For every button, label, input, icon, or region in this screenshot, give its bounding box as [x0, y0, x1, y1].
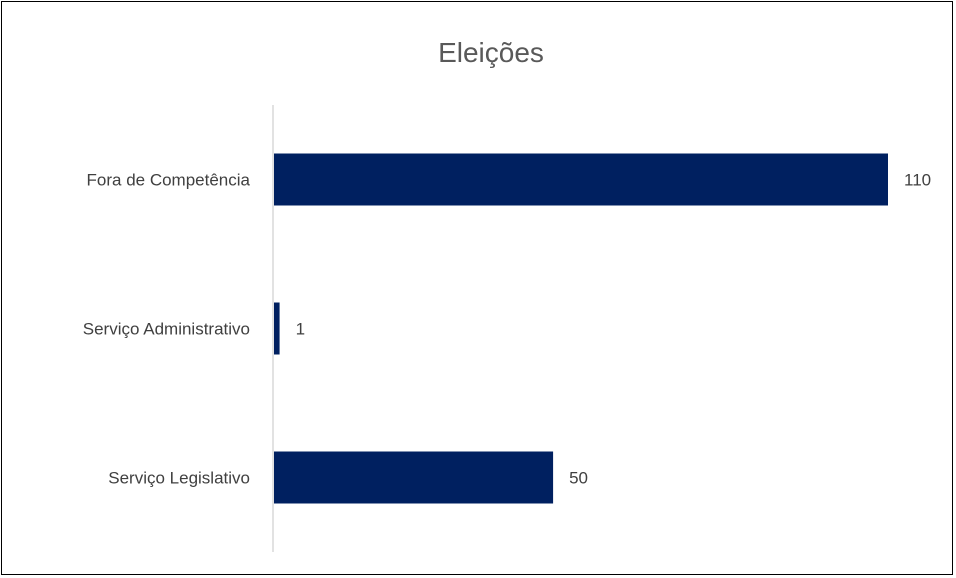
value-label-1: 1: [296, 320, 305, 339]
bars-layer: [274, 153, 888, 504]
category-label-0: Fora de Competência: [87, 171, 251, 190]
labels-layer: Fora de Competência 110 Serviço Administra…: [83, 171, 931, 488]
bar-0: [274, 153, 888, 206]
category-label-1: Serviço Administrativo: [83, 320, 250, 339]
value-label-2: 50: [569, 469, 588, 488]
category-label-2: Serviço Legislativo: [108, 469, 250, 488]
bar-1: [274, 302, 280, 355]
chart-title: Eleições: [438, 37, 544, 68]
value-label-0: 110: [904, 171, 931, 190]
bar-2: [274, 451, 554, 504]
